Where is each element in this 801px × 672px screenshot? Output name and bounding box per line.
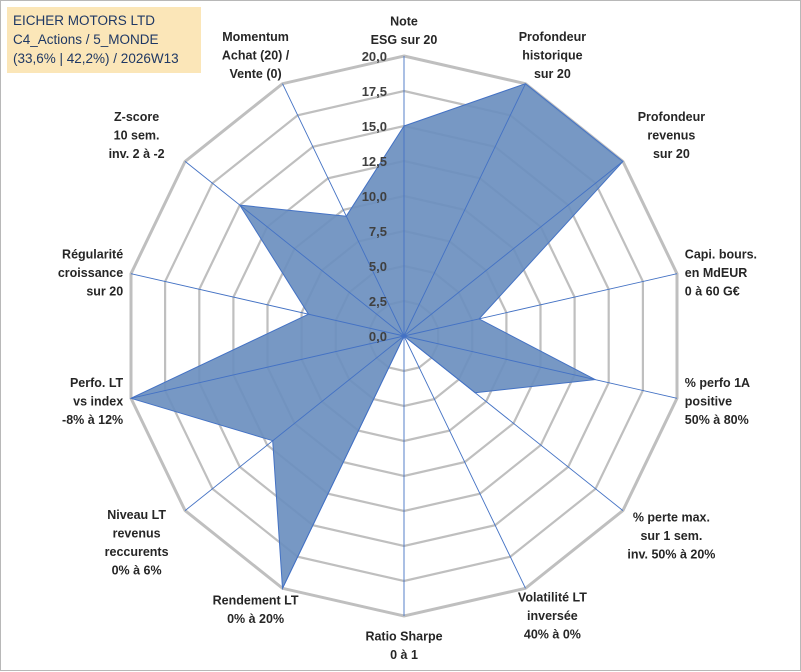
axis-label-line: 10 sem.: [114, 129, 160, 143]
axis-label-line: % perte max.: [633, 511, 710, 525]
axis-label: Niveau LT revenus reccurents 0% à 6%: [105, 508, 169, 578]
axis-label-line: 0 à 1: [390, 648, 418, 662]
axis-label-line: Capi. bours.: [685, 248, 757, 262]
axis-label-line: Perfo. LT: [70, 376, 124, 390]
axis-label-line: Régularité: [62, 248, 123, 262]
axis-label-line: Note: [390, 15, 418, 29]
axis-label-line: inversée: [527, 609, 578, 623]
axis-label-line: % perfo 1A: [685, 376, 750, 390]
axis-label-line: -8% à 12%: [62, 413, 123, 427]
axis-label-line: en MdEUR: [685, 266, 748, 280]
axis-label: Momentum Achat (20) / Vente (0): [222, 30, 290, 81]
axis-label-line: Niveau LT: [107, 508, 166, 522]
tick-label: 0,0: [369, 329, 387, 344]
axis-spoke: [403, 335, 624, 511]
axis-label-line: Vente (0): [230, 67, 282, 81]
tick-label: 10,0: [362, 189, 387, 204]
axis-spoke: [130, 273, 405, 337]
axis-label: Capi. bours. en MdEUR 0 à 60 G€: [685, 248, 757, 299]
tick-label: 5,0: [369, 259, 387, 274]
axis-label: Volatilité LT inversée 40% à 0%: [518, 591, 587, 642]
tick-label: 7,5: [369, 224, 387, 239]
axis-label: Z-score 10 sem. inv. 2 à -2: [109, 110, 165, 161]
axis-label-line: 0 à 60 G€: [685, 285, 740, 299]
axis-label: % perfo 1A positive 50% à 80%: [685, 376, 750, 427]
axis-label-line: ESG sur 20: [371, 33, 438, 47]
axis-label: Profondeur revenus sur 20: [638, 110, 705, 161]
axis-label: Perfo. LT vs index -8% à 12%: [62, 376, 124, 427]
axis-spoke: [130, 335, 405, 399]
axis-label-line: 0% à 6%: [112, 564, 162, 578]
axis-label: % perte max. sur 1 sem. inv. 50% à 20%: [627, 511, 715, 562]
axis-label-line: Rendement LT: [213, 593, 299, 607]
axis-spoke: [403, 335, 678, 399]
axis-label-line: Achat (20) /: [222, 49, 290, 63]
axis-label-line: revenus: [647, 129, 695, 143]
stats-label: (33,6% | 42,2%) / 2026W13: [13, 51, 179, 66]
axis-spoke: [282, 335, 405, 589]
axis-label-line: Profondeur: [638, 110, 705, 124]
axis-label-line: croissance: [58, 266, 123, 280]
axis-spoke: [403, 273, 678, 337]
axis-label-line: vs index: [73, 394, 123, 408]
axis-label: Profondeur historique sur 20: [519, 30, 586, 81]
company-name: EICHER MOTORS LTD: [13, 13, 156, 28]
axis-label-line: 50% à 80%: [685, 413, 749, 427]
axis-label-line: sur 1 sem.: [640, 529, 702, 543]
tick-label: 2,5: [369, 294, 387, 309]
axis-label-line: revenus: [113, 527, 161, 541]
axis-label: Ratio Sharpe 0 à 1: [365, 630, 442, 663]
tick-label: 12,5: [362, 154, 387, 169]
axis-label-line: Momentum: [222, 30, 289, 44]
axis-label-line: Z-score: [114, 110, 159, 124]
axis-labels: Note ESG sur 20 Profondeur historique sur 20…: [58, 15, 757, 663]
radial-tick-labels: 0,0 2,5 5,0 7,5 10,0 12,5 15,0 17,5 20,0: [362, 49, 387, 344]
axis-label-line: Volatilité LT: [518, 591, 587, 605]
axis-label-line: 0% à 20%: [227, 612, 284, 626]
axis-label: Régularité croissance sur 20: [58, 248, 123, 299]
axis-label-line: sur 20: [653, 147, 690, 161]
axis-spoke: [403, 83, 526, 337]
tick-label: 20,0: [362, 49, 387, 64]
radar-spokes: [130, 56, 678, 616]
axis-label-line: inv. 2 à -2: [109, 147, 165, 161]
axis-label-line: positive: [685, 394, 732, 408]
axis-spoke: [184, 161, 405, 337]
axis-spoke: [184, 335, 405, 511]
axis-label-line: 40% à 0%: [524, 628, 581, 642]
axis-label: Note ESG sur 20: [371, 15, 438, 48]
category-label: C4_Actions / 5_MONDE: [13, 32, 159, 47]
axis-label-line: sur 20: [534, 67, 571, 81]
tick-label: 17,5: [362, 84, 387, 99]
axis-spoke: [403, 161, 624, 337]
axis-label-line: reccurents: [105, 545, 169, 559]
axis-spoke: [403, 335, 526, 589]
axis-label-line: sur 20: [86, 285, 123, 299]
tick-label: 15,0: [362, 119, 387, 134]
axis-label-line: Ratio Sharpe: [365, 630, 442, 644]
axis-label-line: historique: [522, 49, 582, 63]
axis-label-line: inv. 50% à 20%: [627, 548, 715, 562]
title-box: EICHER MOTORS LTD C4_Actions / 5_MONDE (…: [7, 7, 201, 73]
axis-spoke: [282, 83, 405, 337]
axis-label-line: Profondeur: [519, 30, 586, 44]
axis-label: Rendement LT 0% à 20%: [213, 593, 299, 626]
